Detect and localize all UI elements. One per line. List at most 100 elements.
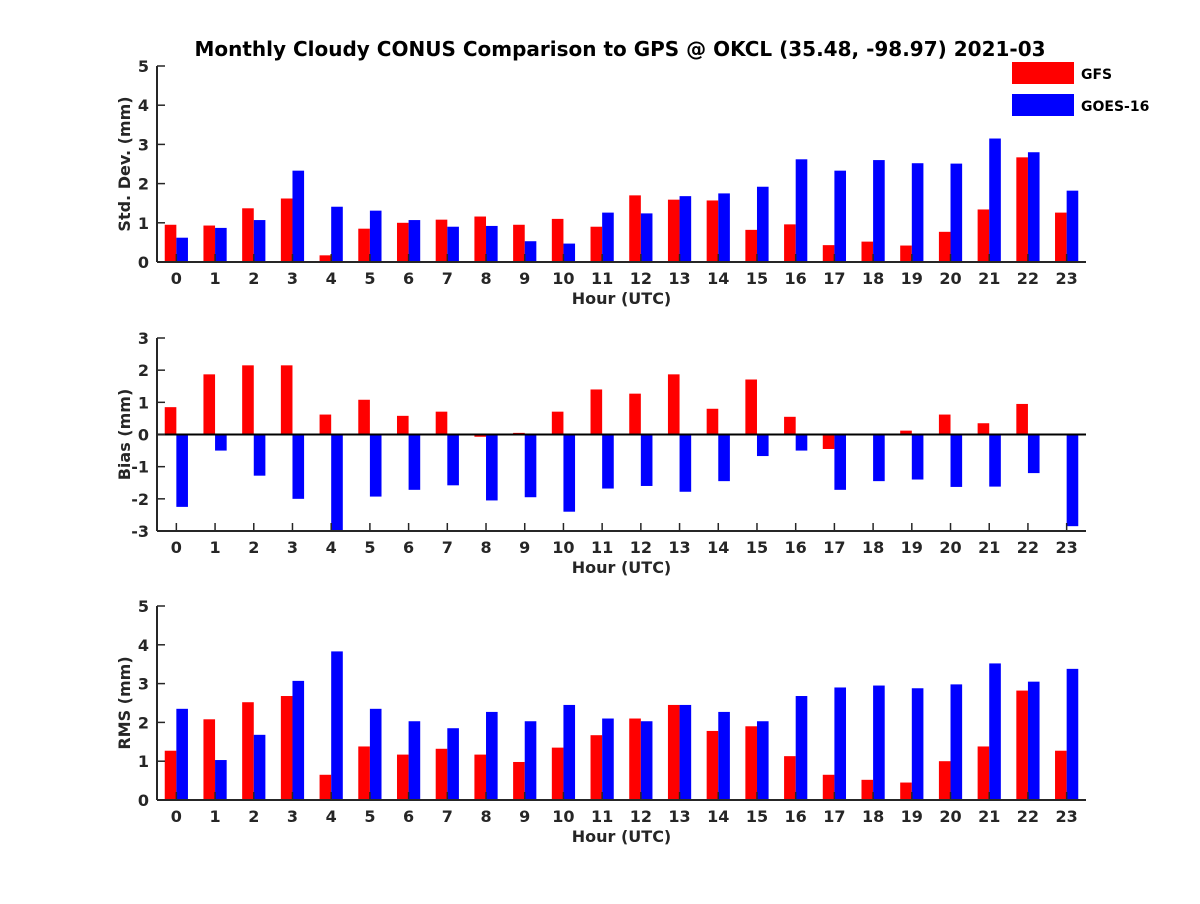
- bar-goes16-hour-16: [795, 696, 808, 800]
- x-tick-label: 10: [552, 538, 574, 557]
- bar-gfs-hour-19: [900, 430, 912, 435]
- bar-goes16-hour-22: [1027, 681, 1040, 800]
- bar-goes16-hour-18: [873, 160, 885, 262]
- x-tick-label: 16: [785, 538, 807, 557]
- bar-goes16-hour-11: [602, 718, 614, 800]
- x-tick-label: 8: [480, 807, 491, 826]
- bar-gfs-hour-19: [900, 245, 912, 262]
- bar-gfs-hour-9: [513, 224, 525, 262]
- legend-label-goes16: GOES-16: [1081, 99, 1149, 115]
- bar-gfs-hour-14: [706, 408, 719, 435]
- bar-goes16-hour-20: [950, 163, 963, 262]
- bar-gfs-hour-22: [1016, 690, 1028, 800]
- bar-goes16-hour-8: [486, 225, 498, 262]
- bar-gfs-hour-12: [629, 393, 641, 435]
- x-tick-label: 13: [668, 807, 690, 826]
- bar-goes16-hour-20: [950, 684, 963, 800]
- bar-goes16-hour-2: [253, 220, 266, 262]
- bar-goes16-hour-6: [408, 721, 421, 800]
- x-tick-label: 10: [552, 269, 574, 288]
- x-tick-label: 1: [209, 538, 220, 557]
- bar-gfs-hour-8: [474, 434, 487, 437]
- legend-swatch-gfs: [1012, 62, 1074, 84]
- bar-goes16-hour-10: [563, 434, 576, 512]
- y-tick-label: 3: [138, 675, 149, 694]
- bar-gfs-hour-3: [280, 696, 293, 800]
- bar-gfs-hour-1: [203, 719, 216, 800]
- bar-goes16-hour-14: [718, 434, 730, 482]
- bar-gfs-hour-0: [164, 407, 177, 435]
- bar-goes16-hour-11: [602, 434, 614, 489]
- x-tick-label: 6: [403, 538, 414, 557]
- x-tick-label: 18: [862, 807, 884, 826]
- x-tick-label: 19: [901, 269, 923, 288]
- bar-gfs-hour-10: [551, 747, 564, 800]
- x-tick-label: 20: [939, 807, 961, 826]
- bar-gfs-hour-21: [977, 423, 990, 435]
- x-tick-label: 5: [364, 807, 375, 826]
- y-tick-label: 1: [138, 214, 149, 233]
- x-axis-label: Hour (UTC): [572, 827, 672, 846]
- y-tick-label: -1: [131, 458, 149, 477]
- x-tick-label: 23: [1056, 269, 1078, 288]
- x-tick-label: 8: [480, 269, 491, 288]
- bar-goes16-hour-0: [176, 237, 188, 262]
- bar-goes16-hour-7: [447, 226, 459, 262]
- x-tick-label: 3: [287, 807, 298, 826]
- bar-goes16-hour-2: [253, 434, 266, 476]
- bar-goes16-hour-10: [563, 704, 576, 800]
- bar-goes16-hour-5: [369, 210, 382, 262]
- y-tick-label: -3: [131, 522, 149, 541]
- legend: GFS GOES-16: [1012, 62, 1149, 116]
- bar-goes16-hour-4: [331, 434, 343, 531]
- x-tick-label: 8: [480, 538, 491, 557]
- x-tick-label: 22: [1017, 269, 1039, 288]
- x-tick-label: 15: [746, 807, 768, 826]
- bar-gfs-hour-14: [706, 200, 719, 262]
- bar-goes16-hour-9: [524, 721, 537, 800]
- bar-gfs-hour-10: [551, 218, 564, 262]
- bar-goes16-hour-22: [1027, 152, 1040, 262]
- x-tick-label: 9: [519, 538, 530, 557]
- bar-gfs-hour-5: [358, 746, 370, 800]
- bar-goes16-hour-18: [873, 685, 885, 800]
- bar-goes16-hour-23: [1066, 434, 1079, 527]
- bar-gfs-hour-4: [319, 414, 332, 435]
- bar-gfs-hour-13: [667, 374, 680, 435]
- bar-goes16-hour-14: [718, 193, 730, 262]
- bar-goes16-hour-4: [331, 206, 343, 262]
- bar-goes16-hour-9: [524, 241, 537, 262]
- bar-goes16-hour-0: [176, 434, 188, 507]
- bar-gfs-hour-13: [667, 704, 680, 800]
- x-tick-label: 5: [364, 538, 375, 557]
- y-tick-label: 4: [138, 636, 149, 655]
- bar-goes16-hour-2: [253, 734, 266, 800]
- x-tick-label: 4: [326, 807, 337, 826]
- x-tick-label: 1: [209, 269, 220, 288]
- y-tick-label: 2: [138, 361, 149, 380]
- bar-gfs-hour-4: [319, 255, 332, 262]
- bar-gfs-hour-2: [242, 702, 254, 800]
- bar-goes16-hour-16: [795, 159, 808, 262]
- y-axis-label: RMS (mm): [115, 656, 134, 749]
- bar-gfs-hour-17: [822, 434, 835, 449]
- x-axis-label: Hour (UTC): [572, 289, 672, 308]
- bar-gfs-hour-19: [900, 782, 912, 800]
- bar-gfs-hour-5: [358, 228, 370, 262]
- legend-swatch-goes16: [1012, 94, 1074, 116]
- bar-goes16-hour-4: [331, 651, 343, 800]
- bar-goes16-hour-19: [911, 434, 924, 480]
- y-tick-label: 5: [138, 57, 149, 76]
- bar-gfs-hour-23: [1055, 750, 1067, 800]
- bar-goes16-hour-9: [524, 434, 537, 498]
- bar-gfs-hour-20: [938, 231, 951, 262]
- y-axis-label: Bias (mm): [115, 389, 134, 481]
- bar-gfs-hour-7: [435, 411, 448, 435]
- bar-gfs-hour-7: [435, 748, 448, 800]
- x-tick-label: 9: [519, 269, 530, 288]
- bar-gfs-hour-11: [590, 226, 603, 262]
- bar-gfs-hour-12: [629, 718, 641, 800]
- bar-gfs-hour-15: [745, 726, 757, 800]
